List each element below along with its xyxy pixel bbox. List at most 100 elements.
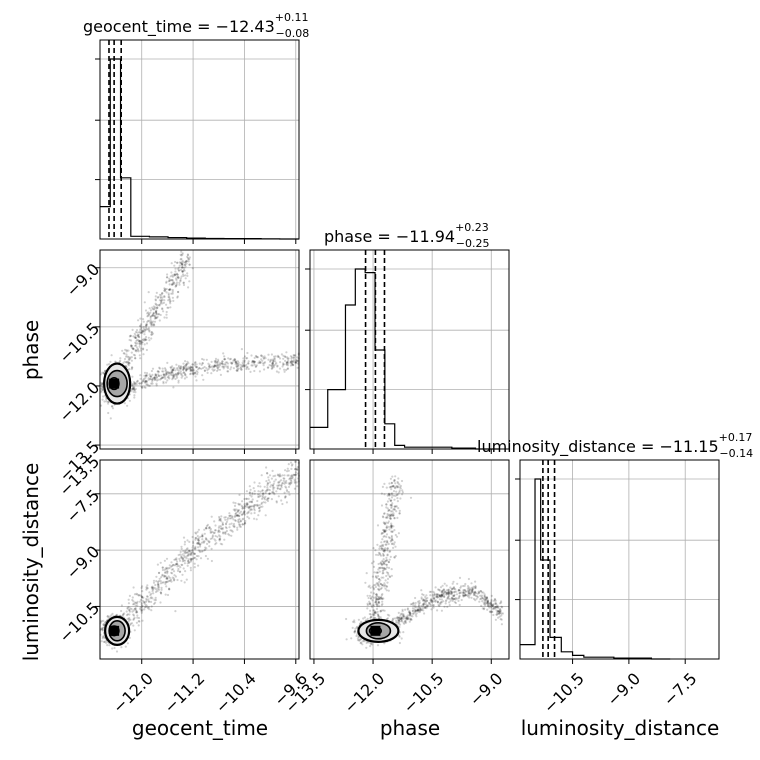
scatter-geo-phase-point-1148 — [127, 362, 130, 365]
scatter-geo-phase-point-748 — [149, 315, 152, 318]
scatter-geo-lum-point-846 — [131, 596, 134, 599]
scatter-geo-phase-point-910 — [159, 303, 162, 306]
scatter-geo-lum-point-909 — [253, 481, 256, 484]
scatter-geo-phase-point-1528 — [278, 357, 282, 360]
scatter-phase-lum-point-925 — [374, 585, 377, 589]
scatter-geo-phase-point-774 — [148, 307, 151, 310]
scatter-geo-phase-point-873 — [154, 310, 157, 313]
scatter-geo-phase-point-1737 — [262, 357, 265, 360]
scatter-geo-phase-point-1086 — [155, 310, 158, 313]
scatter-geo-phase-point-1787 — [259, 361, 262, 364]
scatter-geo-phase-point-1816 — [170, 371, 173, 374]
scatter-geo-phase-point-1074 — [176, 267, 179, 270]
scatter-geo-phase-point-753 — [121, 349, 124, 352]
scatter-geo-lum-point-766 — [195, 558, 198, 561]
scatter-geo-phase-point-906 — [119, 359, 122, 362]
scatter-geo-phase-point-1135 — [138, 336, 141, 339]
scatter-geo-lum-point-1399 — [254, 503, 257, 507]
scatter-phase-lum-point-1404 — [445, 584, 448, 587]
scatter-geo-lum-point-1191 — [168, 566, 171, 570]
scatter-geo-phase-point-1012 — [168, 288, 171, 291]
scatter-geo-phase-point-772 — [175, 272, 178, 275]
scatter-geo-phase-point-1808 — [185, 369, 188, 372]
scatter-geo-lum-point-1578 — [222, 531, 225, 534]
scatter-phase-lum-point-1112 — [383, 530, 386, 533]
geo-col-xticklabel-1: −11.2 — [160, 669, 208, 717]
scatter-geo-phase-point-1275 — [195, 379, 198, 382]
scatter-phase-lum-point-1130 — [386, 549, 389, 552]
scatter-geo-phase-point-928 — [178, 261, 181, 264]
scatter-geo-phase-point-1124 — [123, 360, 126, 363]
scatter-geo-phase-point-997 — [145, 322, 148, 325]
scatter-geo-phase-point-1752 — [171, 374, 174, 377]
scatter-phase-lum-point-1110 — [388, 558, 391, 561]
scatter-geo-phase-point-1000 — [124, 348, 127, 351]
scatter-geo-lum-point-1351 — [296, 485, 299, 488]
scatter-phase-lum-point-1244 — [411, 609, 414, 612]
scatter-geo-lum-point-1288 — [237, 503, 241, 506]
scatter-geo-phase-point-1414 — [162, 382, 165, 385]
scatter-geo-lum-point-920 — [205, 527, 208, 530]
scatter-geo-phase-point-738 — [167, 306, 170, 309]
scatter-geo-phase-point-762 — [132, 335, 135, 338]
scatter-geo-phase-point-1156 — [271, 362, 274, 365]
scatter-geo-phase-point-964 — [139, 342, 142, 345]
scatter-geo-lum-point-1599 — [192, 552, 195, 555]
scatter-geo-lum-point-722 — [210, 559, 213, 563]
scatter-geo-lum-point-1596 — [163, 574, 167, 578]
scatter-geo-phase-point-838 — [134, 344, 138, 347]
scatter-geo-lum-point-1031 — [193, 547, 196, 550]
scatter-phase-lum-point-1012 — [387, 536, 390, 539]
scatter-geo-phase-point-1539 — [283, 368, 286, 371]
scatter-geo-phase-point-847 — [175, 278, 178, 282]
scatter-geo-lum-point-1525 — [257, 495, 260, 498]
scatter-geo-phase-point-855 — [128, 338, 131, 342]
scatter-geo-lum-point-947 — [280, 484, 283, 487]
scatter-geo-phase-point-791 — [142, 318, 145, 321]
scatter-geo-lum-point-1495 — [193, 562, 196, 565]
scatter-geo-lum-point-1502 — [241, 518, 244, 521]
scatter-geo-lum-point-1515 — [242, 510, 246, 513]
scatter-geo-phase-point-1814 — [245, 366, 248, 369]
scatter-geo-phase-point-967 — [155, 307, 158, 310]
scatter-geo-lum-point-1571 — [188, 549, 191, 552]
scatter-geo-lum-point-715 — [257, 490, 260, 493]
scatter-geo-lum-point-756 — [189, 569, 192, 572]
scatter-geo-lum-point-1276 — [156, 563, 159, 566]
scatter-geo-phase-point-538 — [131, 375, 134, 378]
scatter-geo-phase-point-871 — [139, 339, 142, 342]
scatter-geo-phase-point-798 — [177, 269, 181, 272]
scatter-geo-phase-point-805 — [179, 280, 182, 283]
scatter-geo-lum-point-1507 — [228, 526, 231, 529]
scatter-geo-phase-point-769 — [187, 256, 190, 260]
scatter-geo-phase-point-726 — [178, 281, 181, 284]
scatter-geo-phase-point-1038 — [176, 277, 179, 280]
scatter-geo-lum-point-1121 — [243, 497, 246, 501]
scatter-geo-lum-point-1107 — [287, 474, 290, 477]
scatter-geo-phase-point-1166 — [145, 372, 149, 375]
scatter-geo-lum-point-879 — [160, 588, 163, 591]
scatter-geo-phase-point-808 — [154, 295, 157, 298]
scatter-geo-lum-point-847 — [183, 581, 186, 584]
scatter-geo-phase-point-880 — [171, 274, 174, 277]
scatter-geo-phase-point-786 — [139, 331, 142, 335]
scatter-phase-lum-point-1060 — [381, 543, 385, 547]
scatter-geo-phase-point-819 — [137, 333, 140, 336]
scatter-geo-lum-point-1585 — [166, 580, 169, 583]
scatter-geo-phase-point-767 — [145, 348, 148, 352]
scatter-geo-phase-point-1773 — [276, 354, 280, 357]
scatter-geo-phase-point-1695 — [251, 364, 254, 367]
scatter-geo-phase-point-1813 — [195, 370, 198, 373]
hist-phase-steps — [310, 268, 500, 450]
scatter-geo-lum-point-1220 — [256, 499, 259, 503]
scatter-geo-phase-points — [99, 250, 300, 420]
scatter-geo-lum-point-1178 — [154, 601, 157, 604]
scatter-geo-phase-point-835 — [166, 276, 169, 279]
scatter-geo-lum-point-897 — [163, 559, 166, 562]
scatter-geo-phase-point-1037 — [126, 360, 129, 363]
scatter-geo-lum-point-1095 — [150, 609, 153, 612]
scatter-geo-lum-point-1346 — [271, 469, 274, 472]
scatter-geo-lum-point-1398 — [136, 604, 139, 607]
scatter-geo-lum-point-871 — [289, 461, 293, 464]
